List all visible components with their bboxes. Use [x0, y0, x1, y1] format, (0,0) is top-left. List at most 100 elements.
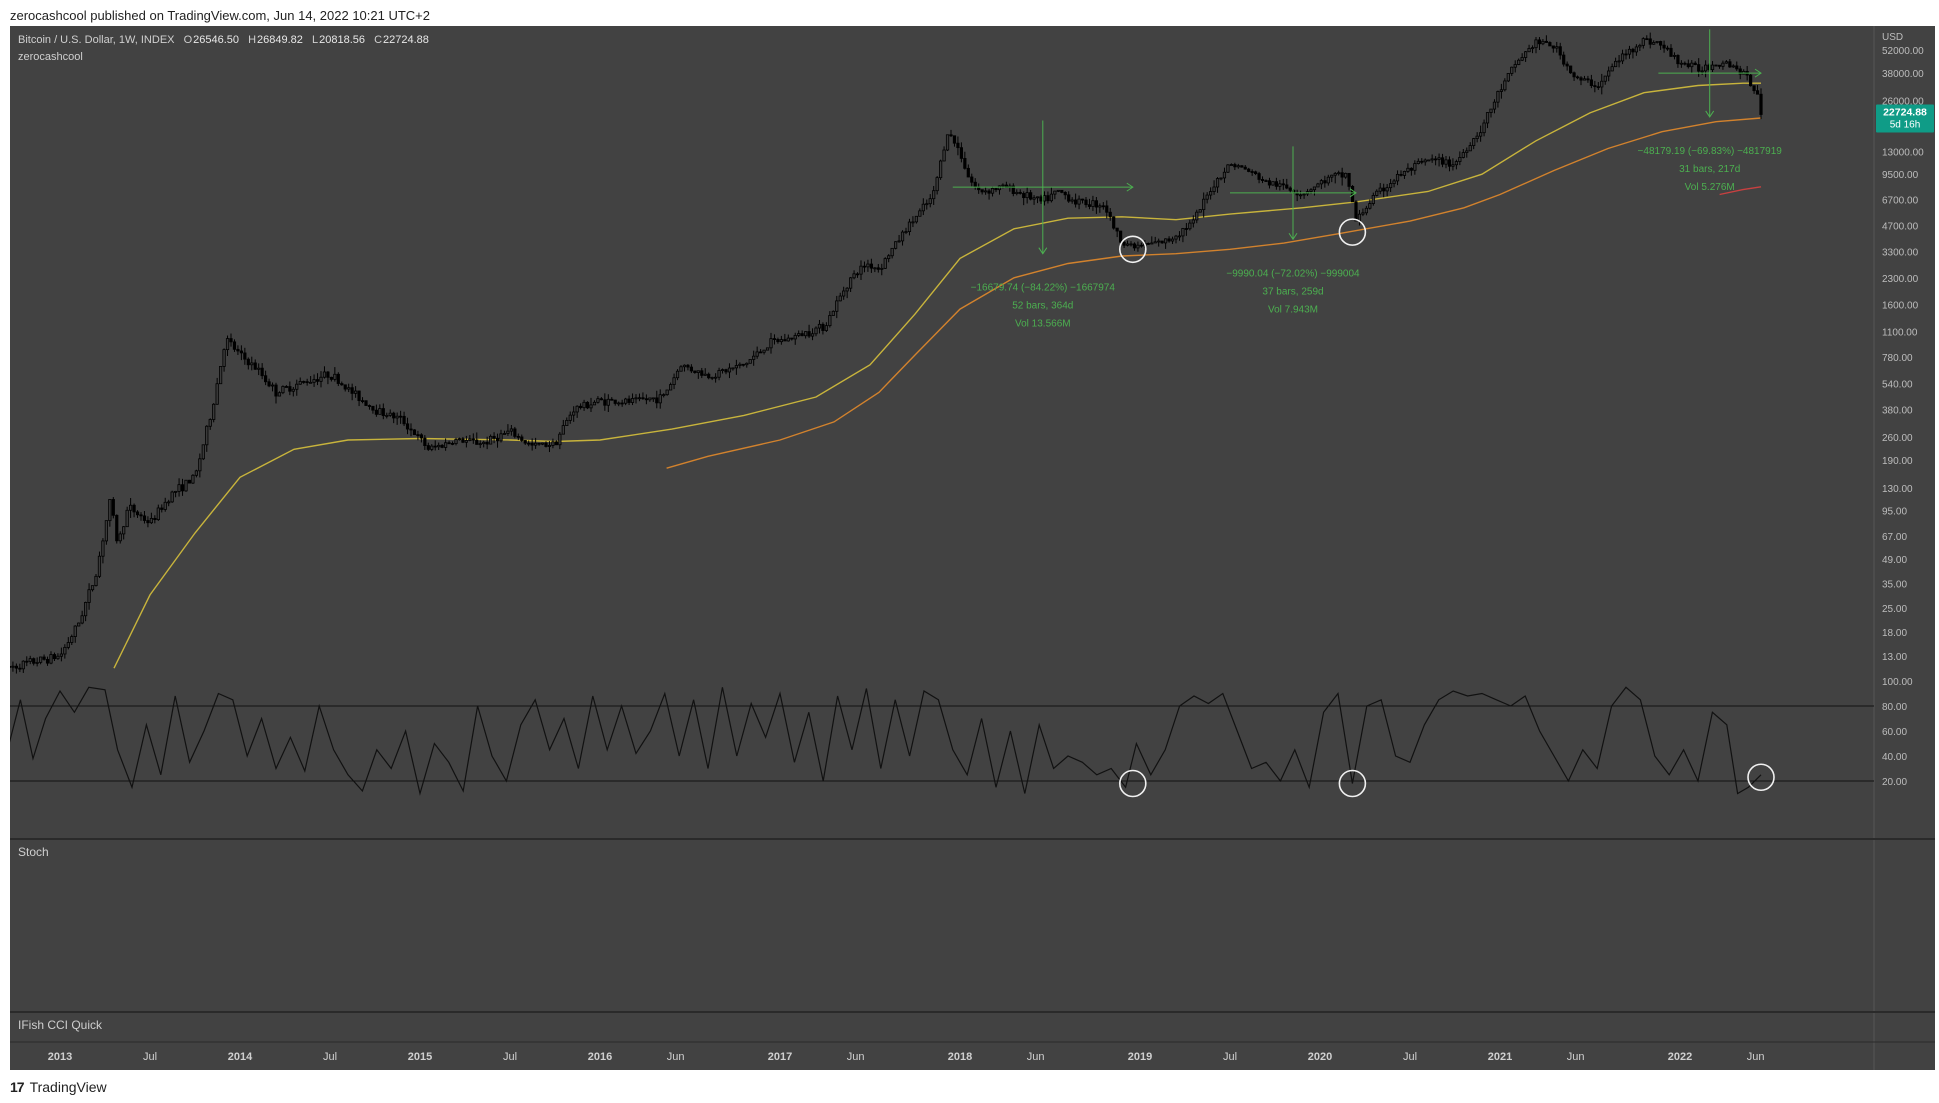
candle-body: [523, 440, 527, 444]
last-price-badge: 22724.88 5d 16h: [1876, 104, 1934, 133]
candle-body: [208, 419, 212, 427]
candle-body: [665, 389, 669, 396]
candle-body: [883, 258, 887, 269]
candle-body: [1333, 172, 1337, 176]
candle-body: [146, 520, 150, 524]
moving-average-line-2: [666, 117, 1762, 469]
price-tick-label: 95.00: [1882, 507, 1907, 518]
candle-body: [1229, 164, 1233, 166]
candle-body: [1409, 167, 1413, 171]
candle-body: [1136, 244, 1140, 249]
candle-body: [914, 215, 918, 223]
candle-body: [696, 370, 700, 373]
price-range-measure-3[interactable]: −48179.19 (−69.83%) −4817919 31 bars, 217…: [1638, 29, 1783, 193]
candle-body: [177, 484, 181, 492]
candle-body: [232, 341, 237, 350]
candle-body: [66, 642, 70, 648]
time-tick-label: 2021: [1488, 1051, 1512, 1063]
candle-body: [1465, 150, 1469, 153]
price-axis-currency: USD: [1882, 32, 1903, 43]
legend-c-label: C: [374, 34, 382, 46]
candle-body: [627, 398, 631, 403]
candle-body: [675, 370, 680, 379]
measure-label: Vol 13.566M: [1015, 319, 1071, 330]
footer-brand[interactable]: 17 TradingView: [10, 1079, 107, 1095]
candle-body: [945, 134, 950, 151]
price-axis-background: [1874, 26, 1935, 1070]
candle-body: [1620, 53, 1625, 62]
candle-body: [800, 333, 804, 337]
candle-body: [264, 375, 268, 383]
candle-body: [1541, 40, 1545, 45]
candle-body: [714, 376, 718, 379]
candle-body: [1669, 47, 1673, 57]
candle-body: [118, 533, 122, 542]
price-tick-label: 1600.00: [1882, 300, 1919, 311]
candle-body: [1582, 78, 1587, 81]
candle-body: [1402, 171, 1407, 176]
candle-body: [281, 386, 285, 394]
candle-body: [911, 221, 915, 224]
price-range-measure-1[interactable]: −16679.74 (−84.22%) −1667974 52 bars, 364…: [952, 120, 1134, 330]
candle-body: [49, 654, 53, 664]
candle-body: [731, 367, 735, 370]
candle-body: [167, 501, 171, 504]
candle-body: [388, 412, 392, 416]
candle-body: [907, 221, 912, 232]
candle-body: [1344, 172, 1348, 178]
candle-body: [1641, 38, 1645, 46]
price-range-measure-2[interactable]: −9990.04 (−72.02%) −999004 37 bars, 259d V…: [1226, 146, 1360, 315]
candle-body: [492, 435, 496, 439]
candle-body: [25, 660, 29, 663]
candle-body: [482, 441, 486, 445]
candle-body: [1420, 160, 1424, 163]
candle-body: [45, 658, 50, 664]
measure-arrow-right: [1754, 68, 1762, 78]
candle-body: [374, 409, 378, 415]
candle-body: [689, 366, 693, 372]
candle-body: [1174, 235, 1178, 240]
chart-area[interactable]: Bitcoin / U.S. Dollar, 1W, INDEX O26546.…: [10, 26, 1935, 1070]
candle-body: [1046, 195, 1050, 202]
price-tick-label: 540.00: [1882, 380, 1913, 391]
candle-body: [343, 384, 347, 390]
candle-body: [1146, 242, 1150, 245]
candle-body: [540, 442, 545, 445]
candle-body: [378, 408, 382, 415]
candle-body: [596, 398, 600, 403]
candle-body: [1551, 45, 1555, 49]
candle-body: [1385, 187, 1389, 192]
candle-body: [329, 376, 333, 380]
measure-label: 52 bars, 364d: [1012, 301, 1073, 312]
candle-body: [1489, 108, 1493, 113]
candle-body: [648, 397, 652, 401]
candle-body: [558, 433, 562, 446]
price-tick-label: 67.00: [1882, 532, 1907, 543]
candle-body: [585, 401, 590, 409]
time-tick-label: Jul: [1403, 1051, 1417, 1063]
candle-body: [752, 355, 756, 360]
candle-body: [1631, 48, 1635, 53]
candle-body: [1392, 180, 1396, 185]
candle-body: [475, 439, 479, 445]
candle-body: [509, 428, 513, 432]
candle-body: [1094, 200, 1098, 208]
symbol-title: Bitcoin / U.S. Dollar, 1W, INDEX: [18, 34, 175, 46]
candle-body: [1226, 164, 1230, 173]
candle-body: [831, 310, 835, 316]
candle-body: [1119, 230, 1123, 243]
candle-body: [890, 247, 894, 257]
price-tick-label: 26000.00: [1882, 97, 1924, 108]
candle-body: [298, 381, 302, 385]
candle-body: [215, 383, 219, 405]
candle-body: [354, 390, 358, 394]
candle-body: [804, 331, 808, 337]
candle-body: [838, 295, 842, 302]
candle-body: [129, 504, 133, 511]
candle-body: [932, 190, 936, 200]
candle-body: [115, 514, 119, 542]
candle-body: [1665, 47, 1670, 50]
candle-body: [513, 428, 517, 437]
candle-body: [1160, 240, 1164, 244]
candle-body: [1177, 235, 1182, 238]
